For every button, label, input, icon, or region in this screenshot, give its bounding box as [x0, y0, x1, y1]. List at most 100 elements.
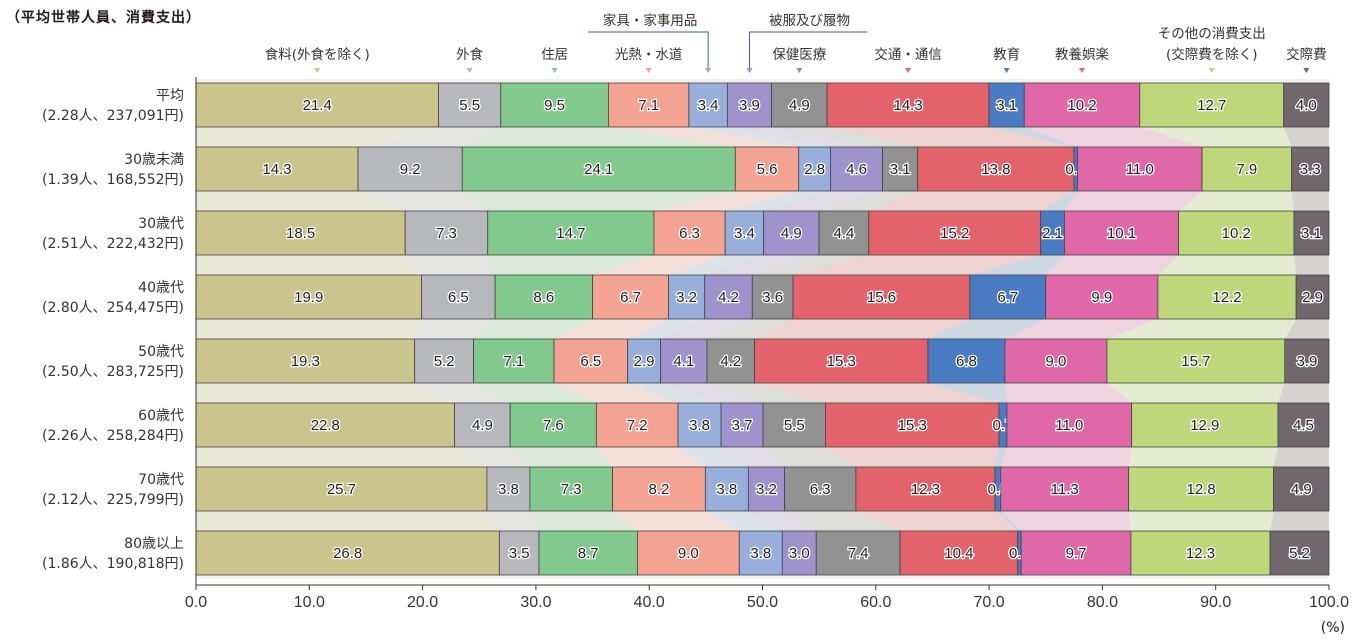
- data-label: 5.5: [459, 97, 480, 114]
- data-label: 4.2: [720, 353, 741, 370]
- connector-band: [727, 127, 883, 147]
- connector-band: [596, 447, 706, 467]
- data-label: 3.3: [1300, 161, 1321, 178]
- data-label: 4.6: [846, 161, 867, 178]
- category-label: 家具・家事用品: [603, 12, 698, 29]
- connector-band: [1157, 255, 1297, 275]
- data-label: 14.3: [262, 161, 291, 178]
- row-label-detail: (1.39人、168,552円): [42, 172, 184, 188]
- row-label-detail: (2.50人、283,725円): [42, 364, 184, 380]
- connector-band: [1139, 127, 1292, 147]
- category-marker: [551, 68, 558, 73]
- data-label: 2.8: [804, 161, 825, 178]
- bar-segment: [509, 402, 597, 448]
- data-label: 10.4: [944, 545, 973, 562]
- data-label: 7.3: [561, 481, 582, 498]
- bar-segment: [763, 210, 820, 256]
- connector-band: [529, 511, 638, 531]
- data-label: 4.0: [1296, 97, 1317, 114]
- x-tick-label: 0.0: [185, 594, 207, 611]
- bar-segment: [553, 338, 629, 384]
- bar-segment: [1045, 274, 1159, 320]
- data-label: 15.3: [827, 353, 856, 370]
- data-label: 6.7: [620, 289, 641, 306]
- connector-band: [668, 255, 764, 275]
- bar-segment: [815, 530, 901, 576]
- connector-band: [414, 383, 511, 403]
- bar-segment: [660, 338, 708, 384]
- bar-segment: [1130, 530, 1271, 576]
- connector-band: [1040, 191, 1078, 211]
- data-label: 3.7: [732, 417, 753, 434]
- bar-segment: [404, 210, 489, 256]
- connector-band: [660, 383, 764, 403]
- category-label: 住居: [541, 47, 568, 63]
- bar-segment: [704, 466, 749, 512]
- bar-segment: [1128, 466, 1274, 512]
- bar-segment: [677, 402, 722, 448]
- bar-segment: [529, 466, 613, 512]
- data-label: 9.0: [678, 545, 699, 562]
- connector-band: [706, 319, 794, 339]
- category-label: 交際費: [1286, 46, 1327, 63]
- row-label-name: 30歳未満: [124, 152, 184, 168]
- category-label: 交通・通信: [874, 46, 942, 63]
- bar-segment: [608, 82, 690, 128]
- connector-band: [612, 511, 740, 531]
- data-label: 3.8: [716, 481, 737, 498]
- category-marker: [746, 68, 753, 73]
- row-label-name: 70歳代: [138, 472, 184, 488]
- connector-band: [462, 127, 736, 147]
- data-label: 5.2: [434, 353, 455, 370]
- data-label: 9.7: [1066, 545, 1087, 562]
- connector-band: [1128, 511, 1274, 531]
- bar-segment: [988, 82, 1025, 128]
- data-label: 3.8: [750, 545, 771, 562]
- data-label: 2.9: [1302, 289, 1323, 306]
- bar-segment: [1131, 402, 1279, 448]
- category-marker: [705, 68, 712, 73]
- connector-band: [989, 127, 1078, 147]
- row-label-detail: (2.51人、222,432円): [42, 236, 184, 252]
- bar-segment: [1201, 146, 1293, 192]
- connector-band: [510, 447, 613, 467]
- category-leader-line: [748, 31, 868, 72]
- bar-segment: [461, 146, 736, 192]
- bar-segment: [1064, 210, 1180, 256]
- connector-band: [819, 191, 918, 211]
- bar-segment: [1178, 210, 1295, 256]
- row-label-detail: (2.26人、258,284円): [42, 428, 184, 444]
- bar-segment: [798, 146, 831, 192]
- connector-band: [1291, 191, 1329, 211]
- connector-band: [608, 127, 799, 147]
- connector-band: [627, 319, 705, 339]
- bar-segment: [1106, 338, 1286, 384]
- data-label: 3.8: [689, 417, 710, 434]
- bar-segment: [1284, 338, 1330, 384]
- data-label: 6.3: [679, 225, 700, 242]
- data-label: 7.4: [848, 545, 869, 562]
- data-label: 19.9: [294, 289, 323, 306]
- bar-segment: [653, 210, 726, 256]
- category-marker: [1303, 68, 1310, 73]
- bar-segment: [1006, 402, 1133, 448]
- bar-segment: [195, 338, 416, 384]
- category-marker: [1208, 68, 1215, 73]
- connector-band: [868, 191, 1075, 211]
- connector-band: [704, 255, 820, 275]
- data-label: 4.1: [673, 353, 694, 370]
- data-label: 13.8: [981, 161, 1010, 178]
- connector-band: [1004, 319, 1158, 339]
- bar-segment: [454, 402, 511, 448]
- data-label: 9.5: [544, 97, 565, 114]
- data-label: 8.2: [649, 481, 670, 498]
- data-label: 3.5: [509, 545, 530, 562]
- data-label: 12.3: [1186, 545, 1215, 562]
- bar-segment: [826, 82, 990, 128]
- data-label: 4.2: [718, 289, 739, 306]
- bar-segment: [1020, 530, 1132, 576]
- connector-band: [1106, 319, 1297, 339]
- category-label: その他の消費支出: [1158, 26, 1266, 42]
- row-label-detail: (1.86人、190,818円): [42, 556, 184, 572]
